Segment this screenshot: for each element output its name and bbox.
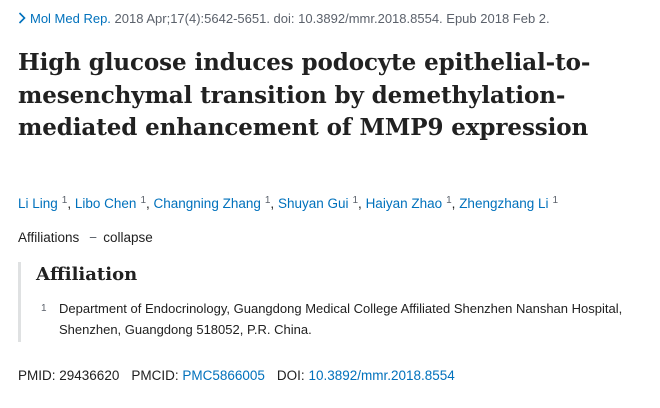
affiliation-ref[interactable]: 1: [264, 195, 271, 206]
doi-label: DOI:: [276, 368, 309, 383]
article-title: High glucose induces podocyte epithelial…: [18, 49, 591, 141]
affiliation-ref[interactable]: 1: [446, 195, 452, 206]
doi-link[interactable]: 10.3892/mmr.2018.8554: [308, 368, 455, 383]
author-link[interactable]: Libo Chen: [74, 196, 137, 211]
affiliation-ref[interactable]: 1: [352, 195, 359, 206]
citation-line: Mol Med Rep. 2018 Apr;17(4):5642-5651. d…: [18, 10, 550, 28]
affiliations-toggle[interactable]: Affiliations − collapse: [18, 228, 153, 248]
affiliation-text: Department of Endocrinology, Guangdong M…: [59, 301, 623, 337]
collapse-label: collapse: [103, 230, 153, 245]
affiliation-ref[interactable]: 1: [61, 195, 68, 206]
author-link[interactable]: Shuyan Gui: [277, 196, 349, 211]
affiliations-label: Affiliations: [18, 230, 80, 245]
affiliation-ref[interactable]: 1: [140, 195, 146, 206]
pmid-label: PMID:: [18, 368, 60, 383]
affiliation-heading: Affiliation: [36, 264, 138, 285]
affiliation-ref[interactable]: 1: [552, 195, 559, 206]
journal-link[interactable]: Mol Med Rep.: [30, 11, 111, 26]
affiliation-panel: Affiliation 1 Department of Endocrinolog…: [18, 262, 641, 342]
author-link[interactable]: Zhengzhang Li: [459, 196, 549, 211]
author-link[interactable]: Haiyan Zhao: [365, 196, 443, 211]
chevron-right-icon[interactable]: [18, 12, 26, 24]
pmcid-link[interactable]: PMC5866005: [182, 368, 265, 383]
affiliation-item: 1 Department of Endocrinology, Guangdong…: [41, 298, 626, 340]
pmcid-label: PMCID:: [131, 368, 183, 383]
citation-details: 2018 Apr;17(4):5642-5651. doi: 10.3892/m…: [110, 11, 550, 26]
collapse-dash-icon: −: [89, 230, 98, 245]
identifier-line: PMID: 29436620 PMCID: PMC5866005 DOI: 10.3…: [18, 366, 455, 386]
author-link[interactable]: Changning Zhang: [153, 196, 261, 211]
author-list: Li Ling 1, Libo Chen 1, Changning Zhang 1, …: [18, 195, 559, 212]
author-link[interactable]: Li Ling: [18, 196, 58, 211]
affiliation-number: 1: [41, 303, 47, 314]
pmid-value: 29436620: [59, 368, 120, 383]
